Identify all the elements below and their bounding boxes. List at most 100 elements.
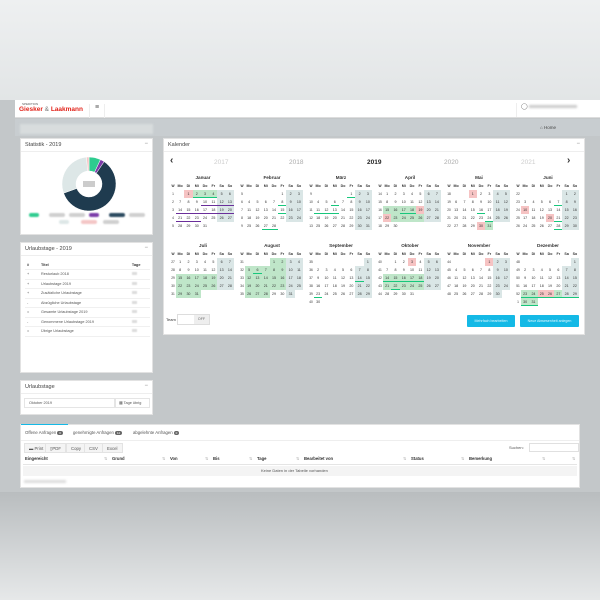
calendar-day[interactable]: 28	[341, 224, 346, 228]
calendar-day[interactable]: 24	[286, 282, 295, 290]
calendar-day[interactable]: 8	[278, 198, 287, 206]
calendar-day[interactable]: 7	[342, 200, 345, 204]
calendar-day[interactable]: 20	[424, 206, 433, 214]
calendar-day[interactable]: 11	[493, 198, 502, 206]
column-header[interactable]: Status	[411, 456, 424, 461]
calendar-day[interactable]: 3	[325, 268, 328, 272]
calendar-day[interactable]: 29	[393, 292, 398, 296]
calendar-day[interactable]: 7	[179, 200, 182, 204]
calendar-day[interactable]: 13	[556, 276, 561, 280]
calendar-day[interactable]: 17	[363, 206, 373, 214]
calendar-day[interactable]: 24	[399, 214, 408, 222]
calendar-day[interactable]: 12	[341, 276, 346, 280]
menu-toggle-button[interactable]: ≡	[89, 104, 106, 118]
calendar-day[interactable]: 18	[454, 284, 459, 288]
calendar-day[interactable]: 4	[204, 260, 207, 264]
calendar-day[interactable]: 5	[325, 200, 328, 204]
calendar-day[interactable]: 24	[501, 282, 511, 290]
calendar-day[interactable]: 17	[501, 274, 511, 282]
calendar-day[interactable]: 30	[401, 292, 406, 296]
calendar-day[interactable]: 28	[269, 222, 279, 230]
calendar-day[interactable]: 28	[554, 222, 563, 230]
calendar-day[interactable]: 18	[531, 216, 536, 220]
calendar-day[interactable]: 8	[269, 266, 279, 274]
calendar-day[interactable]: 29	[470, 224, 475, 228]
calendar-day[interactable]: 6	[557, 268, 560, 272]
calendar-day[interactable]: 26	[245, 290, 254, 298]
calendar-day[interactable]: 10	[531, 276, 536, 280]
calendar-day[interactable]: 18	[316, 216, 321, 220]
calendar-day[interactable]: 5	[212, 260, 215, 264]
calendar-day[interactable]: 27	[332, 224, 337, 228]
csv-button[interactable]: CSV	[84, 443, 103, 453]
calendar-day[interactable]: 19	[548, 284, 553, 288]
calendar-day[interactable]: 4	[532, 200, 535, 204]
calendar-day[interactable]: 11	[531, 208, 536, 212]
column-header[interactable]: Eingereicht	[25, 456, 48, 461]
calendar-day[interactable]: 7	[480, 268, 483, 272]
calendar-day[interactable]: 27	[217, 282, 226, 290]
calendar-day[interactable]: 16	[523, 284, 528, 288]
calendar-day[interactable]: 13	[253, 274, 262, 282]
calendar-day[interactable]: 27	[225, 214, 235, 222]
calendar-day[interactable]: 29	[363, 290, 373, 298]
minimize-button[interactable]: −	[144, 141, 148, 147]
calendar-day[interactable]: 23	[314, 290, 323, 298]
calendar-day[interactable]: 13	[225, 198, 235, 206]
calendar-day[interactable]: 15	[349, 208, 354, 212]
calendar-day[interactable]: 12	[501, 198, 511, 206]
calendar-day[interactable]: 6	[432, 258, 442, 266]
calendar-day[interactable]: 27	[548, 224, 553, 228]
calendar-day[interactable]: 1	[363, 258, 373, 266]
team-toggle[interactable]: OFF	[177, 314, 210, 325]
calendar-day[interactable]: 21	[225, 274, 235, 282]
calendar-day[interactable]: 20	[470, 284, 475, 288]
calendar-day[interactable]: 8	[471, 200, 474, 204]
calendar-day[interactable]: 1	[394, 260, 397, 264]
calendar-day[interactable]: 10	[487, 200, 492, 204]
calendar-day[interactable]: 30	[476, 222, 486, 230]
calendar-day[interactable]: 20	[225, 206, 235, 214]
calendar-day[interactable]: 21	[432, 206, 442, 214]
calendar-day[interactable]: 12	[418, 200, 423, 204]
tab-genehmigte-anfragen[interactable]: genehmigte Anfragen 12	[73, 430, 123, 435]
calendar-day[interactable]: 16	[316, 284, 321, 288]
calendar-day[interactable]: 24	[192, 282, 201, 290]
calendar-day[interactable]: 3	[532, 268, 535, 272]
calendar-day[interactable]: 5	[463, 268, 466, 272]
calendar-day[interactable]: 4	[209, 190, 218, 198]
calendar-day[interactable]: 5	[256, 200, 259, 204]
calendar-day[interactable]: 25	[332, 292, 337, 296]
calendar-day[interactable]: 14	[341, 208, 346, 212]
calendar-day[interactable]: 19	[255, 216, 260, 220]
year-2020[interactable]: 2020	[444, 159, 459, 166]
calendar-day[interactable]: 14	[225, 266, 235, 274]
calendar-day[interactable]: 13	[217, 266, 226, 274]
calendar-day[interactable]: 14	[562, 274, 571, 282]
calendar-day[interactable]: 17	[531, 284, 536, 288]
sort-icon[interactable]: ⇅	[403, 456, 407, 461]
calendar-day[interactable]: 25	[493, 214, 502, 222]
calendar-day[interactable]: 27	[454, 224, 459, 228]
calendar-day[interactable]: 5	[419, 192, 422, 196]
calendar-day[interactable]: 15	[487, 276, 492, 280]
calendar-day[interactable]: 8	[386, 200, 389, 204]
calendar-day[interactable]: 5	[424, 258, 433, 266]
calendar-day[interactable]: 22	[280, 216, 285, 220]
calendar-day[interactable]: 26	[416, 214, 425, 222]
calendar-day[interactable]: 19	[245, 282, 254, 290]
calendar-day[interactable]: 15	[383, 206, 392, 214]
calendar-day[interactable]: 16	[476, 206, 486, 214]
calendar-day[interactable]: 19	[217, 206, 227, 214]
calendar-day[interactable]: 10	[363, 198, 373, 206]
calendar-day[interactable]: 4	[317, 200, 320, 204]
calendar-day[interactable]: 15	[391, 274, 400, 282]
calendar-day[interactable]: 25	[294, 282, 304, 290]
calendar-day[interactable]: 13	[349, 276, 354, 280]
calendar-day[interactable]: 23	[355, 214, 364, 222]
tab-abgelehnte-anfragen[interactable]: abgelehnte Anfragen 0	[133, 430, 180, 435]
year-2018[interactable]: 2018	[289, 159, 304, 166]
calendar-day[interactable]: 31	[529, 298, 538, 306]
calendar-day[interactable]: 1	[281, 192, 284, 196]
calendar-day[interactable]: 25	[531, 224, 536, 228]
